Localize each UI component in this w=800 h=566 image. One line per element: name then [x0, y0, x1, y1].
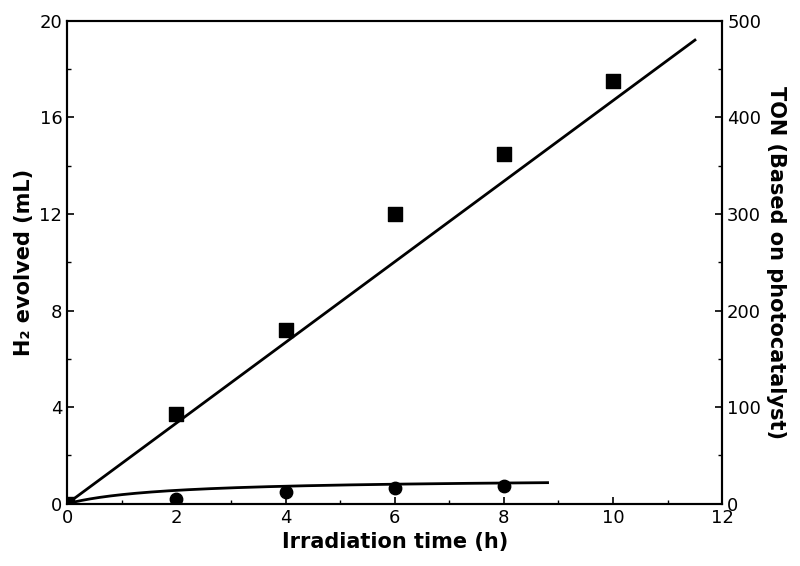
- Point: [388, 483, 401, 492]
- Y-axis label: TON (Based on photocatalyst): TON (Based on photocatalyst): [766, 86, 786, 439]
- Point: [170, 410, 182, 419]
- Point: [606, 77, 619, 86]
- Point: [170, 494, 182, 503]
- Point: [498, 481, 510, 490]
- X-axis label: Irradiation time (h): Irradiation time (h): [282, 532, 508, 552]
- Point: [279, 487, 292, 496]
- Point: [61, 499, 74, 508]
- Point: [61, 499, 74, 508]
- Point: [498, 149, 510, 158]
- Point: [388, 209, 401, 218]
- Y-axis label: H₂ evolved (mL): H₂ evolved (mL): [14, 169, 34, 356]
- Point: [279, 325, 292, 335]
